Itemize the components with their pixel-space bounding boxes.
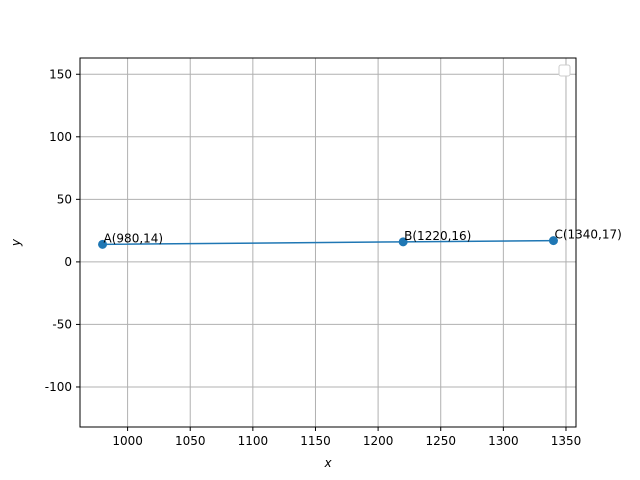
point-label: C(1340,17)	[554, 228, 621, 242]
x-tick-label: 1100	[238, 434, 269, 448]
x-tick-label: 1000	[112, 434, 143, 448]
y-axis-label: y	[9, 238, 23, 247]
point-label: B(1220,16)	[404, 229, 471, 243]
y-tick-label: -100	[45, 380, 72, 394]
legend-box	[558, 64, 571, 77]
y-tick-label: 100	[49, 130, 72, 144]
x-tick-label: 1350	[551, 434, 582, 448]
x-tick-label: 1300	[488, 434, 519, 448]
x-tick-label: 1050	[175, 434, 206, 448]
y-tick-label: 0	[64, 255, 72, 269]
data-point	[98, 239, 108, 249]
x-axis-label: x	[323, 456, 332, 470]
y-tick-label: 150	[49, 67, 72, 81]
x-tick-label: 1150	[300, 434, 331, 448]
plot-frame	[79, 57, 577, 428]
data-point	[548, 236, 558, 246]
y-tick-label: 50	[57, 192, 72, 206]
data-point	[398, 237, 408, 247]
series-layer: A(980,14) B(1220,16) C(1340,17)	[98, 228, 622, 249]
x-tick-label: 1200	[363, 434, 394, 448]
ticks: 1000 1050 1100 1150 1200 1250 1300 1350 -100 -50 0…	[45, 67, 581, 448]
point-label: A(980,14)	[104, 231, 164, 245]
grid	[80, 58, 576, 427]
x-tick-label: 1250	[425, 434, 456, 448]
y-tick-label: -50	[52, 317, 72, 331]
